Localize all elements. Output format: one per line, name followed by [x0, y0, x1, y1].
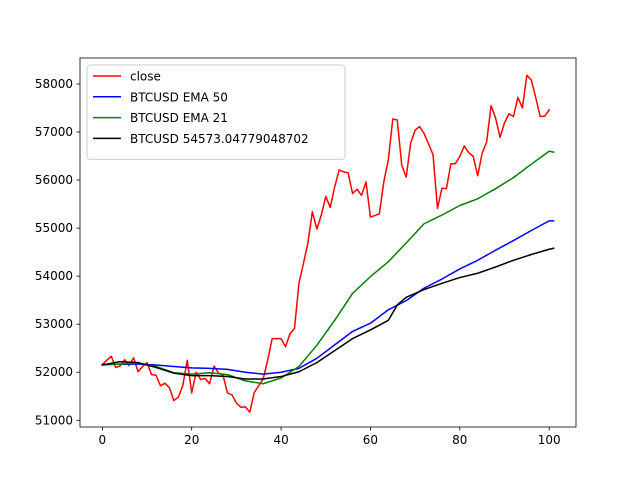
legend-label: BTCUSD EMA 21 — [130, 111, 228, 125]
x-tick-label: 60 — [363, 433, 378, 447]
legend-label: BTCUSD EMA 50 — [130, 90, 228, 104]
legend-label: BTCUSD 54573.04779048702 — [130, 132, 309, 146]
y-tick-label: 54000 — [35, 269, 73, 283]
axes-layer: 0 20 40 60 80 100 51000 52000 53000 54000 55000 560… — [35, 57, 577, 447]
legend: close BTCUSD EMA 50 BTCUSD EMA 21 BTCUSD 54… — [86, 64, 346, 160]
y-tick-label: 53000 — [35, 317, 73, 331]
series-layer — [101, 74, 555, 413]
y-tick-label: 57000 — [35, 125, 73, 139]
x-tick-label: 100 — [538, 433, 561, 447]
y-tick-label: 56000 — [35, 173, 73, 187]
x-tick-label: 20 — [184, 433, 199, 447]
y-tick-label: 51000 — [35, 413, 73, 427]
legend-box — [86, 64, 346, 160]
x-tick-label: 0 — [99, 433, 107, 447]
series-line-1 — [101, 220, 555, 375]
y-tick-label: 55000 — [35, 221, 73, 235]
x-tick-label: 80 — [452, 433, 467, 447]
y-tick-label: 58000 — [35, 77, 73, 91]
series-line-2 — [101, 150, 555, 385]
series-line-0 — [101, 74, 551, 413]
series-line-3 — [101, 247, 555, 380]
axes-frame — [79, 57, 577, 428]
y-tick-label: 52000 — [35, 365, 73, 379]
x-tick-label: 40 — [273, 433, 288, 447]
legend-label: close — [130, 70, 161, 84]
